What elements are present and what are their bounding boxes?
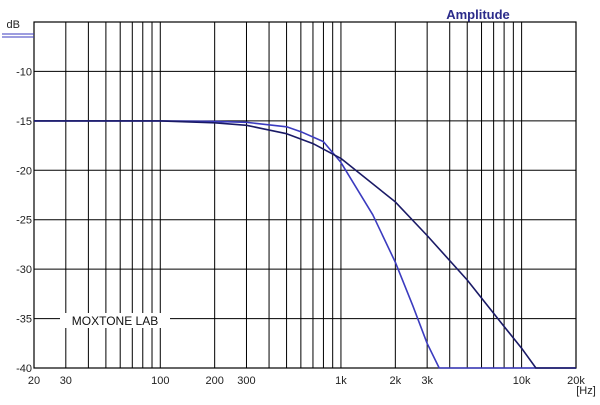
x-tick-label: 20k — [567, 375, 585, 387]
x-tick-label: 20 — [28, 375, 40, 387]
y-tick-label: -25 — [16, 215, 32, 227]
x-tick-label: 100 — [151, 375, 169, 387]
chart-title: Amplitude — [446, 7, 510, 22]
plot-frame — [33, 21, 577, 369]
grid-layer — [33, 21, 577, 369]
y-tick-label: -15 — [16, 116, 32, 128]
x-tick-label: 2k — [390, 375, 402, 387]
x-tick-label: 200 — [205, 375, 223, 387]
watermark-label: MOXTONE LAB — [72, 314, 158, 328]
x-tick-label: 3k — [421, 375, 433, 387]
x-tick-label: 1k — [335, 375, 347, 387]
annotation-background — [60, 313, 170, 328]
label-layer: Amplitude dB [Hz] MOXTONE LAB — [7, 7, 596, 397]
y-tick-label: -35 — [16, 314, 32, 326]
y-tick-label: -10 — [16, 66, 32, 78]
series-line-2 — [34, 120, 576, 369]
x-tick-label: 10k — [513, 375, 531, 387]
y-axis-unit-label: dB — [7, 19, 20, 31]
x-axis-unit-label: [Hz] — [576, 385, 596, 397]
y-tick-label: -40 — [16, 363, 32, 375]
y-tick-label: -30 — [16, 264, 32, 276]
series-line-1 — [34, 120, 576, 369]
x-tick-label: 30 — [60, 375, 72, 387]
series-layer — [34, 120, 576, 369]
y-tick-label: -20 — [16, 165, 32, 177]
x-tick-label: 300 — [237, 375, 255, 387]
